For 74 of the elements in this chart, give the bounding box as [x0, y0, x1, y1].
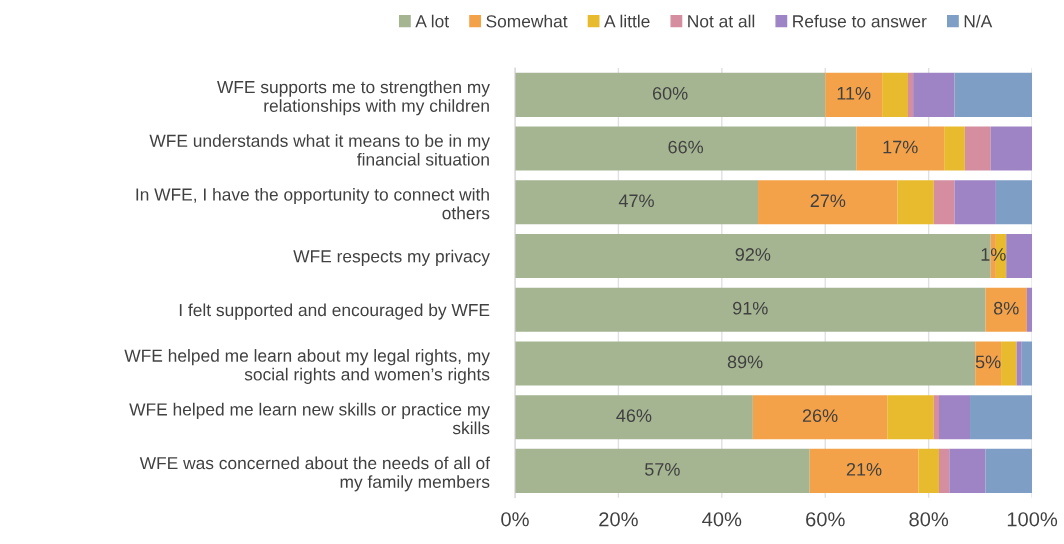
bar — [995, 180, 1033, 225]
x-tick-label: 20% — [599, 512, 638, 527]
bar — [970, 395, 1033, 440]
bar — [514, 395, 753, 440]
bar — [933, 180, 955, 225]
bar — [949, 448, 986, 493]
x-tick-label: 60% — [806, 512, 845, 527]
bar — [514, 341, 976, 386]
bar — [918, 448, 939, 493]
y-tick-label: WFE supports me to strengthen my relationships with my children — [217, 80, 490, 116]
bar — [939, 395, 971, 440]
bar — [913, 72, 955, 117]
data-label: 60% — [652, 86, 688, 100]
data-label: 57% — [645, 463, 680, 476]
data-label: 1% — [981, 248, 1006, 261]
y-tick-label: In WFE, I have the opportunity to connect with others — [136, 187, 490, 220]
data-label: 47% — [618, 194, 654, 208]
legend-label: N/A — [964, 14, 993, 28]
bar — [1016, 341, 1022, 386]
bar — [514, 448, 810, 493]
bar — [939, 448, 950, 493]
y-tick-label: WFE helped me learn new skills or practice my skills — [129, 402, 490, 435]
data-label: 8% — [993, 301, 1019, 315]
bar — [1006, 233, 1033, 279]
bar — [990, 126, 1033, 171]
y-tick-label: WFE was concerned about the needs of all of my family members — [139, 456, 491, 492]
data-label: 17% — [883, 140, 918, 154]
bar — [758, 180, 898, 225]
bar — [514, 126, 857, 171]
bar — [1021, 341, 1033, 386]
y-tick-label: WFE respects my privacy — [293, 249, 490, 266]
data-label: 26% — [802, 409, 838, 423]
bar — [907, 72, 914, 117]
bar — [1001, 341, 1017, 386]
bar — [964, 126, 991, 171]
legend-label: A lot — [415, 14, 449, 28]
legend-label: Somewhat — [486, 14, 568, 28]
x-tick-label: 40% — [702, 512, 742, 527]
data-label: 46% — [616, 409, 652, 423]
data-label: 21% — [846, 462, 882, 476]
legend-label: A little — [604, 14, 650, 28]
data-label: 11% — [837, 87, 871, 100]
bar — [985, 448, 1033, 493]
bar — [975, 341, 1002, 386]
data-label: 5% — [975, 355, 1001, 369]
y-tick-label: WFE helped me learn about my legal rights, my social rights and women’s rights — [124, 349, 490, 384]
data-label: 89% — [727, 355, 763, 369]
bar — [825, 72, 883, 117]
x-tick-label: 0% — [501, 512, 529, 527]
bar — [514, 180, 759, 225]
bar — [897, 180, 934, 225]
y-tick-label: WFE understands what it means to be in my financial situation — [149, 134, 490, 166]
bar — [985, 287, 1027, 332]
bar — [944, 126, 965, 171]
bar — [882, 72, 908, 117]
data-label: 91% — [733, 301, 768, 315]
bar — [809, 448, 919, 493]
legend-label: Refuse to answer — [793, 14, 927, 28]
data-label: 66% — [668, 140, 704, 154]
bar — [514, 72, 826, 117]
y-tick-label: I felt supported and encouraged by WFE — [179, 303, 490, 320]
legend-label: Not at all — [688, 14, 755, 28]
bar — [514, 287, 986, 332]
bar — [954, 180, 996, 225]
bar — [954, 72, 1033, 117]
bar — [752, 395, 888, 440]
bar — [856, 126, 945, 171]
bar — [1026, 287, 1033, 332]
data-label: 27% — [810, 194, 846, 208]
bar — [887, 395, 934, 440]
bar — [933, 395, 939, 440]
x-tick-label: 80% — [909, 512, 949, 527]
x-tick-label: 100% — [1007, 512, 1058, 527]
data-label: 92% — [735, 248, 771, 261]
